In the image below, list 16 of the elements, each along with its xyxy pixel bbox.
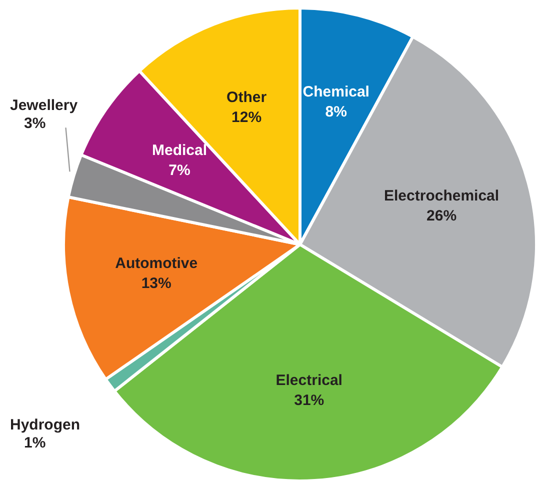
slice-label: Electrical — [276, 372, 342, 389]
data-label: 7% — [168, 162, 190, 180]
data-label: 8% — [325, 104, 347, 121]
slice-label: Chemical — [302, 84, 370, 101]
data-label: 26% — [426, 207, 457, 224]
slice-label: Electrochemical — [384, 187, 500, 204]
slice-label: Other — [226, 89, 267, 106]
data-label: 13% — [141, 275, 172, 292]
data-label: 12% — [232, 109, 262, 126]
data-label: 31% — [294, 392, 324, 409]
slice-label: Jewellery — [10, 96, 78, 114]
data-label: 1% — [24, 434, 46, 452]
slice-label: Medical — [152, 142, 208, 160]
slice-label: Automotive — [115, 255, 198, 272]
slice-label: Hydrogen — [10, 416, 80, 434]
data-label: 3% — [24, 114, 46, 132]
